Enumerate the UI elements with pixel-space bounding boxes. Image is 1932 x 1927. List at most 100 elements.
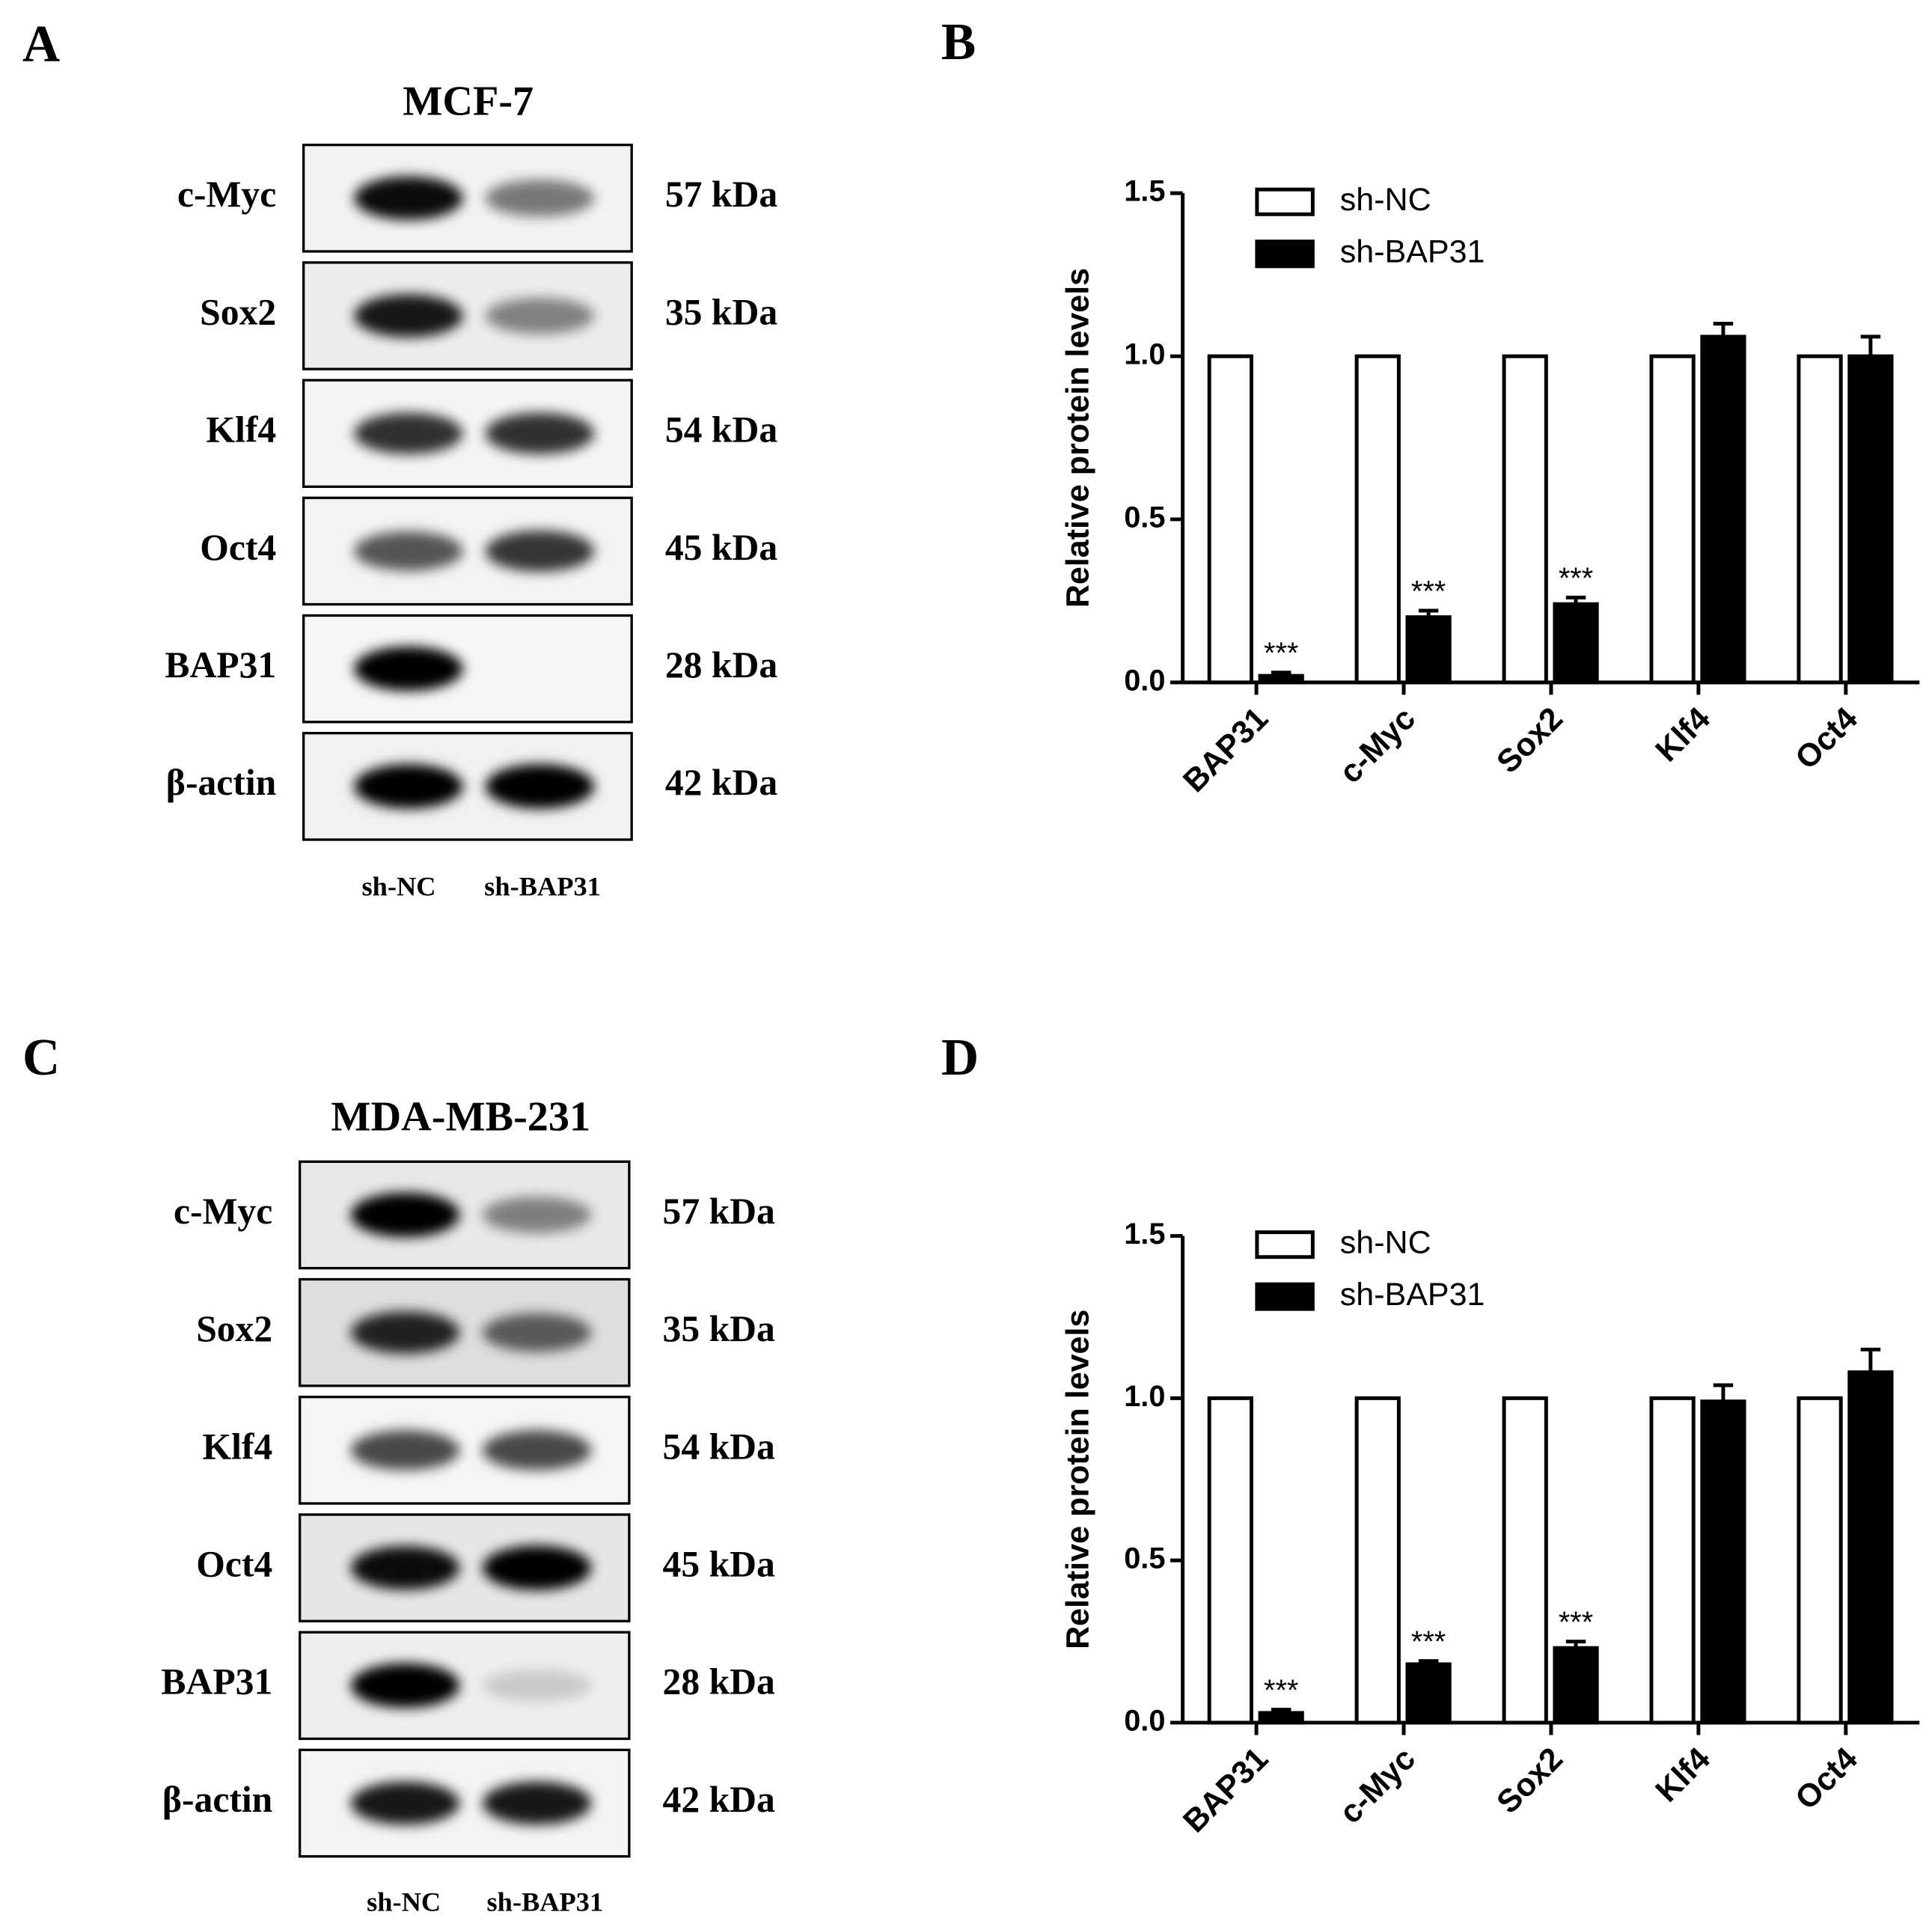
x-tick-label: c-Myc [1333,1741,1422,1830]
size-label: 42 kDa [665,762,777,803]
y-tick-label: 1.5 [1124,1218,1165,1250]
bar [1502,354,1548,685]
blot-band [485,412,595,455]
panel-label: C [22,1029,60,1087]
size-label: 57 kDa [663,1191,775,1232]
lane-label: sh-NC [362,872,436,902]
size-label: 35 kDa [665,291,777,332]
y-tick-label: 0.0 [1124,664,1165,697]
legend-swatch [1255,1282,1315,1311]
protein-label: β-actin [162,1779,272,1820]
size-label: 28 kDa [665,644,777,685]
size-label: 54 kDa [665,409,777,451]
bar [1553,602,1599,685]
blot-band [350,1311,460,1354]
bar [1405,615,1452,685]
legend-label: sh-BAP31 [1340,1277,1485,1313]
protein-label: BAP31 [161,1661,272,1702]
significance-label: *** [1559,562,1593,595]
protein-label: Oct4 [196,1543,272,1584]
blot-strip [302,614,633,724]
blot-band [354,412,463,455]
bar [1649,1396,1696,1725]
protein-label: Sox2 [196,1308,272,1349]
bar [1700,335,1746,685]
legend-swatch [1255,1230,1315,1259]
bar [1258,1711,1304,1725]
legend-swatch [1255,187,1315,216]
bar [1502,1396,1548,1725]
protein-label: Klf4 [206,409,276,451]
blot-band [350,1545,460,1590]
protein-label: β-actin [166,762,276,803]
blot-band [354,646,463,691]
size-label: 28 kDa [663,1661,775,1702]
protein-label: Oct4 [200,527,276,568]
blot-band [354,531,463,571]
blot-band [350,1192,460,1238]
size-label: 42 kDa [663,1779,775,1820]
significance-label: *** [1559,1606,1593,1639]
significance-label: *** [1264,1674,1298,1707]
x-tick-label: Sox2 [1490,1741,1570,1821]
blot-title: MDA-MB-231 [331,1094,590,1140]
y-axis-label: Relative protein levels [1060,1310,1096,1649]
blot-band [485,764,595,809]
significance-label: *** [1264,637,1298,670]
legend-label: sh-NC [1340,182,1431,218]
lane-label: sh-BAP31 [486,1887,603,1917]
x-tick-label: Klf4 [1648,700,1717,769]
panel-label: A [22,16,60,73]
blot-band [482,1669,592,1702]
bar [1649,354,1696,685]
x-tick-label: Oct4 [1788,700,1865,777]
bar [1700,1399,1746,1725]
y-tick-label: 1.0 [1124,1380,1165,1413]
blot-band [350,1663,460,1708]
y-tick-label: 1.5 [1124,175,1165,208]
bar [1207,1396,1253,1725]
legend-label: sh-BAP31 [1340,234,1485,270]
lane-label: sh-BAP31 [484,872,601,902]
blot-band [482,1197,592,1233]
blot-band [482,1545,592,1590]
panel-label: B [941,13,976,71]
y-tick-label: 0.5 [1124,501,1165,534]
protein-label: BAP31 [165,644,276,685]
blot-band [485,530,595,572]
blot-band [482,1781,592,1825]
blot-band [485,179,595,217]
x-tick-label: BAP31 [1176,700,1275,799]
blot-band [350,1430,460,1471]
bar [1797,1396,1843,1725]
bar [1847,354,1894,685]
size-label: 54 kDa [663,1426,775,1467]
blot-band [354,176,463,221]
x-tick-label: Klf4 [1648,1741,1717,1809]
x-tick-label: Sox2 [1490,700,1570,781]
blot-band [354,764,463,809]
bar [1258,674,1304,685]
significance-label: *** [1411,575,1446,608]
bar [1354,354,1401,685]
y-tick-label: 0.5 [1124,1542,1165,1575]
blot-band [350,1781,460,1825]
bar [1405,1662,1452,1725]
blot-band [482,1313,592,1352]
lane-label: sh-NC [367,1887,441,1917]
x-tick-label: Oct4 [1788,1741,1865,1817]
blot-band [482,1430,592,1471]
protein-label: c-Myc [177,174,276,215]
size-label: 57 kDa [665,174,777,215]
y-axis-label: Relative protein levels [1060,268,1096,608]
legend-swatch [1255,239,1315,269]
bar [1354,1396,1401,1725]
size-label: 45 kDa [665,527,777,568]
x-tick-label: BAP31 [1176,1741,1275,1839]
protein-label: Sox2 [200,291,276,332]
x-tick-label: c-Myc [1333,700,1422,790]
protein-label: c-Myc [174,1191,272,1232]
bar [1847,1370,1894,1725]
